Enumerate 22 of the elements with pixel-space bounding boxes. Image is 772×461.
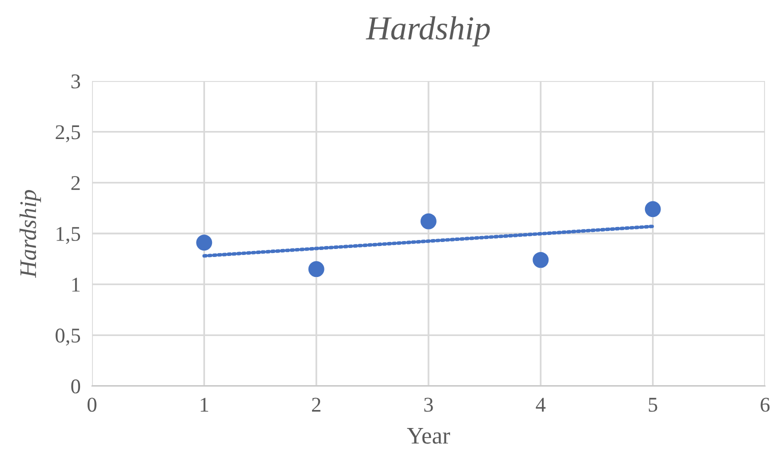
point [644,201,661,218]
point [308,261,324,278]
x-tick-label: 3 [424,398,433,412]
x-tick-label: 5 [648,398,658,412]
x-tick-label: 4 [536,398,546,412]
x-tick-label: 1 [200,398,208,412]
y-axis-title: Hardship [20,190,41,278]
y-tick-label: 1 [72,278,80,292]
y-tick-label: 0,5 [56,328,80,346]
y-tick-label: 2 [71,176,80,190]
point [532,252,549,268]
y-tick-label: 3 [71,74,80,88]
x-tick-label: 0 [88,398,96,412]
x-tick-label: 6 [760,398,770,412]
chart-title: Hardship [366,16,490,46]
point [196,234,212,251]
x-axis-title: Year [407,428,450,444]
point [420,213,436,230]
y-tick-label: 2,5 [56,125,80,142]
y-tick-label: 1,5 [56,226,80,244]
y-tick-label: 0 [71,379,80,394]
x-tick-label: 2 [312,398,320,412]
